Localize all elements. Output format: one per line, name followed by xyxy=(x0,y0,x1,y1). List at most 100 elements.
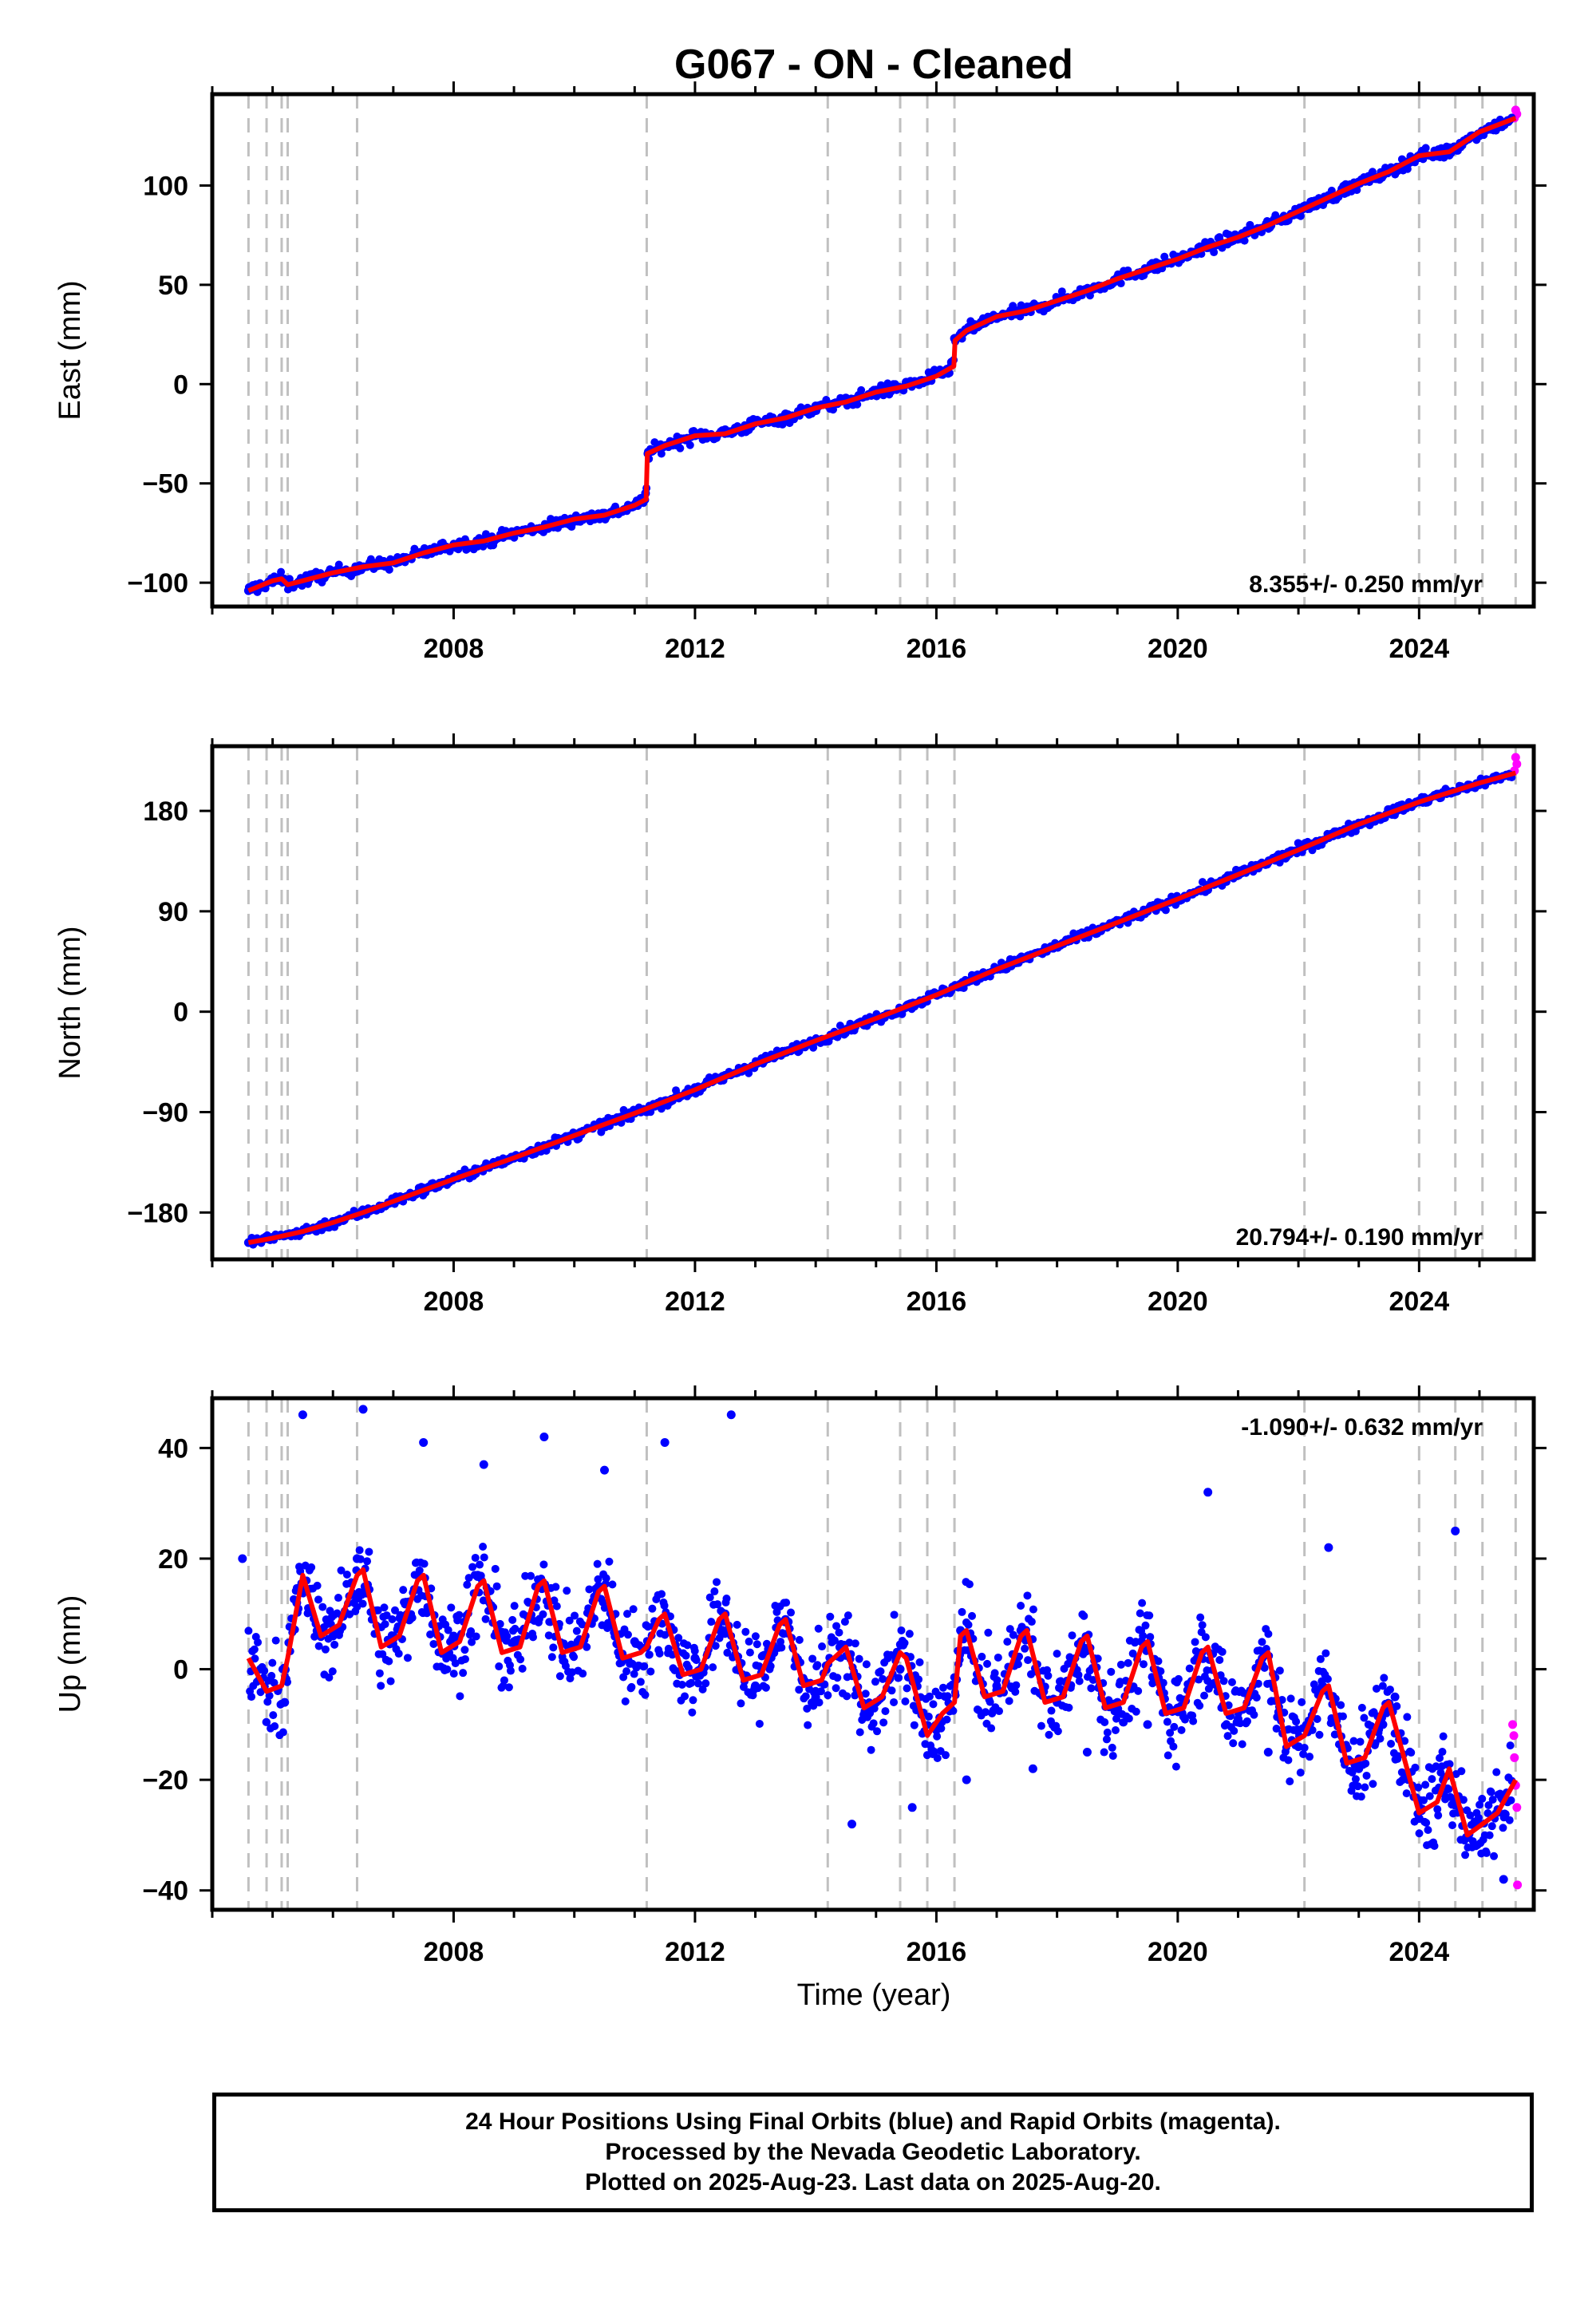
data-point xyxy=(655,1649,664,1658)
data-point xyxy=(787,1608,796,1617)
data-point xyxy=(552,1602,561,1611)
data-point xyxy=(479,542,488,551)
data-point xyxy=(1411,1763,1420,1772)
data-point xyxy=(1124,1658,1132,1667)
y-tick-label: −90 xyxy=(142,1097,188,1128)
data-point xyxy=(1013,1660,1022,1669)
data-point xyxy=(968,1611,977,1620)
data-point xyxy=(1474,1813,1483,1822)
data-point xyxy=(429,1639,438,1648)
data-point xyxy=(881,1707,890,1716)
data-point xyxy=(715,1634,724,1642)
data-point xyxy=(737,1699,745,1708)
data-point xyxy=(915,1658,924,1666)
x-tick-label: 2016 xyxy=(907,634,967,664)
data-point xyxy=(1230,1726,1238,1735)
data-point xyxy=(804,1721,812,1729)
data-point xyxy=(420,1559,429,1568)
data-point xyxy=(1154,1657,1163,1666)
data-point xyxy=(355,1546,364,1555)
data-point xyxy=(1170,1722,1179,1731)
data-point xyxy=(933,1732,942,1741)
data-point xyxy=(753,1640,761,1649)
data-point xyxy=(890,1611,899,1619)
data-point xyxy=(1200,1691,1209,1700)
data-point xyxy=(1501,1810,1510,1819)
data-point xyxy=(342,1570,351,1579)
data-point xyxy=(443,1665,452,1674)
data-point xyxy=(1420,1796,1428,1804)
data-point xyxy=(539,1433,549,1442)
caption-line-3: Plotted on 2025-Aug-23. Last data on 202… xyxy=(585,2169,1161,2195)
data-point xyxy=(381,1620,389,1629)
data-point xyxy=(623,1630,632,1639)
data-point xyxy=(1080,1611,1088,1620)
data-point xyxy=(1387,1739,1396,1748)
data-point xyxy=(813,1661,822,1670)
data-point xyxy=(1483,1809,1492,1818)
data-point xyxy=(829,405,838,414)
data-point xyxy=(495,1662,504,1671)
data-point xyxy=(563,1587,571,1595)
data-point xyxy=(1407,1749,1416,1757)
data-point xyxy=(1321,1649,1330,1658)
event-lines xyxy=(247,1398,1517,1910)
data-point xyxy=(910,1721,918,1729)
data-point xyxy=(444,1626,452,1634)
data-point xyxy=(260,1666,269,1675)
data-point xyxy=(990,1669,999,1678)
data-point xyxy=(539,1560,548,1569)
data-point xyxy=(521,1571,530,1580)
data-point xyxy=(1436,1753,1444,1762)
data-point xyxy=(1236,1719,1245,1728)
data-point xyxy=(608,1580,617,1589)
data-point xyxy=(491,1564,500,1573)
data-point xyxy=(1272,1725,1281,1733)
data-point xyxy=(244,1626,253,1635)
data-point xyxy=(251,1654,259,1663)
data-point xyxy=(949,1706,958,1715)
x-tick-label: 2020 xyxy=(1148,1937,1208,1967)
x-tick-label: 2024 xyxy=(1389,1937,1450,1967)
x-tick-label: 2016 xyxy=(907,1286,967,1317)
data-points xyxy=(238,1405,1523,1890)
data-point xyxy=(1313,1714,1321,1723)
data-point xyxy=(660,1601,669,1610)
data-point xyxy=(1017,1602,1025,1611)
data-point xyxy=(463,1580,472,1589)
y-tick-label: 50 xyxy=(158,271,188,301)
data-point xyxy=(1177,1725,1186,1734)
data-point xyxy=(1296,211,1305,220)
y-tick-label: −20 xyxy=(142,1765,188,1796)
data-point xyxy=(1143,1720,1152,1729)
data-point xyxy=(1459,1796,1468,1804)
data-point xyxy=(1499,1875,1508,1884)
data-point xyxy=(1362,1771,1371,1780)
data-point xyxy=(713,1600,722,1609)
data-point xyxy=(471,1553,480,1562)
data-point xyxy=(325,1673,334,1682)
data-point xyxy=(795,1686,804,1694)
data-point xyxy=(751,1632,760,1641)
data-point xyxy=(815,1698,824,1707)
data-point xyxy=(566,1674,575,1683)
data-point xyxy=(905,1630,914,1638)
data-point xyxy=(1023,1591,1032,1600)
data-point xyxy=(1356,1737,1365,1746)
data-point xyxy=(1488,1795,1497,1804)
data-point xyxy=(901,1697,910,1705)
data-point xyxy=(356,1555,365,1563)
y-tick-label: 0 xyxy=(173,370,188,400)
data-point xyxy=(1360,1713,1369,1722)
data-point xyxy=(330,1640,339,1649)
data-point xyxy=(1196,1613,1205,1622)
data-point xyxy=(832,1622,841,1630)
data-point xyxy=(1337,1701,1345,1709)
x-tick-label: 2020 xyxy=(1148,634,1208,664)
data-point xyxy=(503,1632,512,1641)
data-point xyxy=(782,1599,791,1607)
data-point xyxy=(636,1678,645,1686)
data-point xyxy=(1286,1777,1294,1786)
data-point xyxy=(529,1633,537,1642)
panel-frame xyxy=(210,92,1536,609)
